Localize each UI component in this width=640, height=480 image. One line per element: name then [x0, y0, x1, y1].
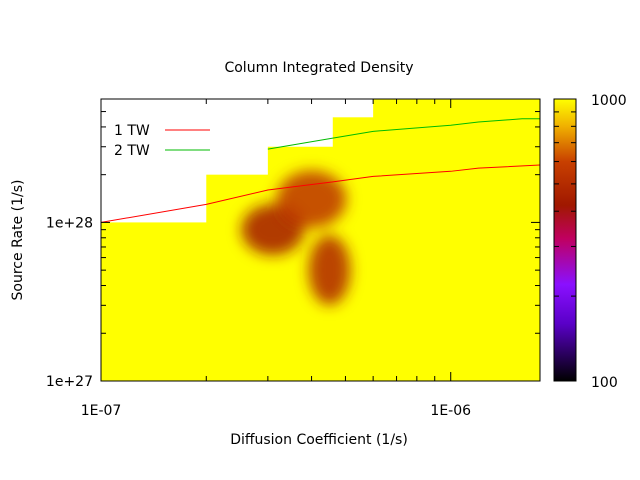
density-hotspot-2: [308, 235, 351, 306]
axis-ticks: 1E-07 1E-06 1e+27 1e+28: [46, 98, 540, 419]
colorbar-ticks: [554, 98, 576, 382]
colorbar: [553, 98, 577, 382]
density-hotspots: [241, 170, 351, 306]
density-hotspot-3: [276, 170, 347, 228]
heatmap-column-5: [373, 99, 540, 381]
heatmap-column-1: [101, 222, 207, 381]
heatmap: [101, 99, 540, 381]
colorbar-max-label: 1000: [591, 93, 627, 109]
colorbar-min-label: 100: [591, 375, 618, 391]
heatmap-column-2: [206, 174, 269, 381]
y-axis-label: Source Rate (1/s): [10, 180, 26, 301]
legend-label-2: 2 TW: [114, 143, 150, 159]
legend: 1 TW 2 TW: [114, 123, 210, 159]
chart-title: Column Integrated Density: [224, 60, 413, 76]
series-line-2: [267, 118, 540, 150]
y-tick-label: 1e+27: [46, 374, 93, 390]
x-axis-label: Diffusion Coefficient (1/s): [230, 432, 408, 448]
series-lines: [101, 118, 540, 223]
x-tick-label: 1E-07: [81, 403, 122, 419]
series-line-1: [101, 164, 540, 223]
y-tick-label: 1e+28: [46, 215, 93, 231]
x-tick-label: 1E-06: [430, 403, 471, 419]
legend-label-1: 1 TW: [114, 123, 150, 139]
plot-frame: [100, 98, 541, 382]
